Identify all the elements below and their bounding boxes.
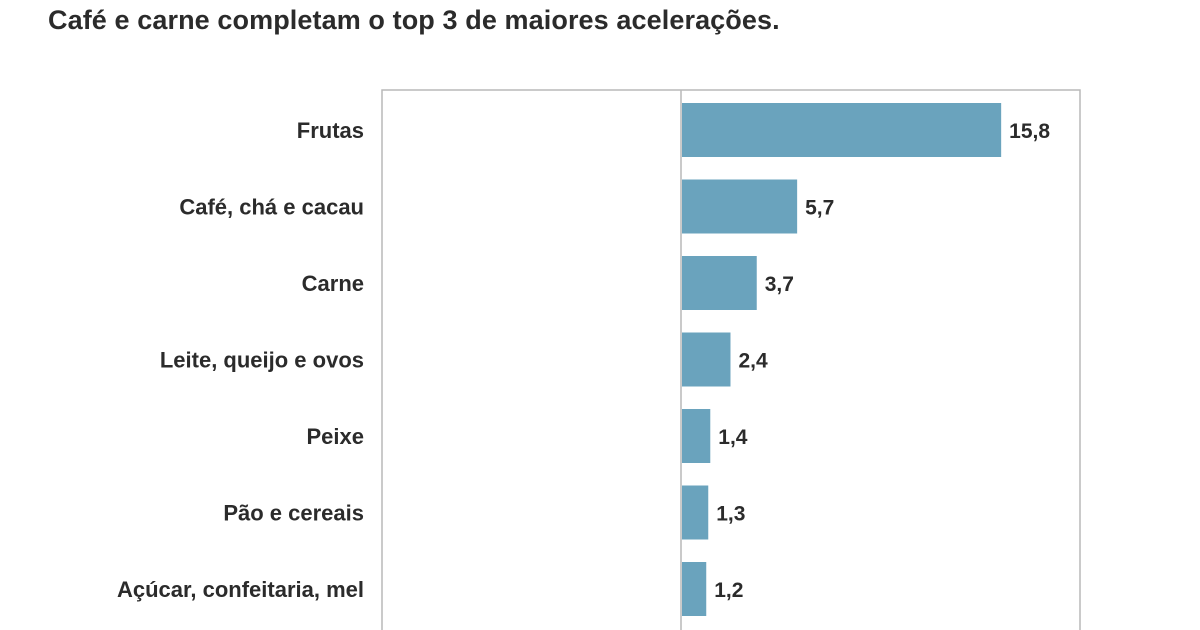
value-label: 3,7	[765, 273, 794, 296]
category-label: Açúcar, confeitaria, mel	[117, 577, 364, 602]
bar-leite-queijo-e-ovos	[682, 332, 731, 387]
category-label: Peixe	[307, 424, 365, 449]
value-label: 15,8	[1009, 120, 1050, 143]
bar-carne	[682, 256, 757, 310]
plot-frame	[381, 89, 1081, 630]
bar-pao-e-cereais	[682, 485, 709, 540]
bar-peixe	[682, 409, 711, 463]
value-label: 1,4	[718, 426, 748, 449]
value-label: 1,3	[716, 503, 745, 526]
category-label: Pão e cereais	[223, 501, 364, 526]
category-label: Café, chá e cacau	[179, 195, 364, 220]
value-label: 5,7	[805, 197, 834, 220]
chart-title: Café e carne completam o top 3 de maiore…	[48, 5, 780, 35]
value-label: 1,2	[714, 579, 743, 602]
bar-acucar-confeitaria-mel	[682, 562, 707, 616]
bar-cafe-cha-e-cacau	[682, 179, 798, 234]
category-label: Carne	[302, 271, 364, 296]
category-label: Leite, queijo e ovos	[160, 348, 364, 373]
bar-frutas	[682, 103, 1002, 157]
bars-group: Frutas 15,8 Café, chá e cacau 5,7 Carne 3,7 Le…	[117, 103, 1050, 616]
value-label: 2,4	[738, 350, 768, 373]
category-label: Frutas	[297, 118, 364, 143]
